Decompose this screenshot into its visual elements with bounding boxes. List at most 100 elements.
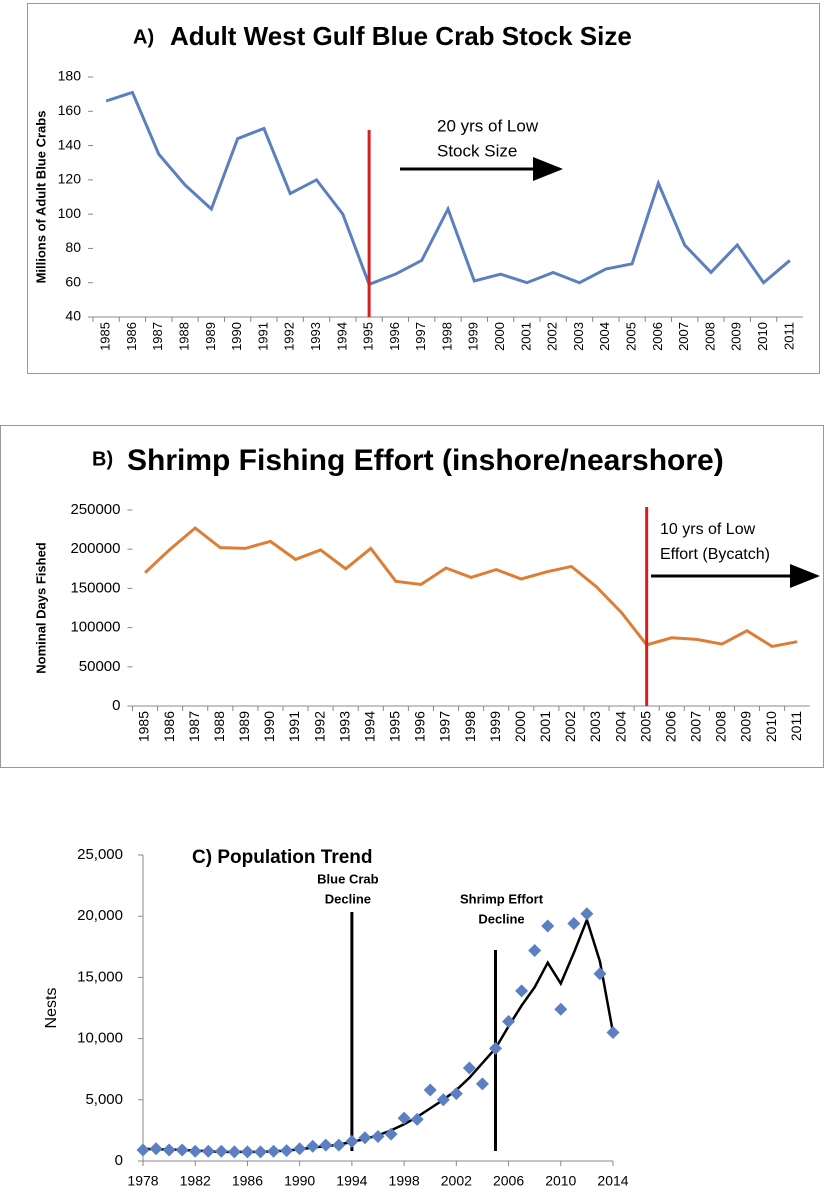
x-tick-label: 1989 [236,711,252,742]
data-point [489,1041,502,1055]
x-tick-label: 1994 [336,1173,367,1189]
data-point [136,1143,150,1157]
x-tick-label: 1995 [387,711,403,742]
data-point [475,1077,489,1091]
x-tick-label: 2006 [493,1173,524,1189]
x-tick-label: 2002 [441,1173,472,1189]
x-tick-label: 1990 [284,1173,315,1189]
x-tick-label: 1989 [203,322,218,351]
chart-title: Shrimp Fishing Effort (inshore/nearshore… [127,444,724,477]
x-tick-label: 1982 [180,1173,211,1189]
x-tick-label: 1986 [161,711,177,742]
y-tick-label: 180 [58,68,82,84]
x-tick-label: 2007 [688,711,704,742]
x-tick-label: 1986 [232,1173,263,1189]
y-tick-label: 5,000 [85,1091,123,1108]
data-point [371,1130,385,1144]
x-tick-label: 2000 [492,322,507,351]
chart-title: Adult West Gulf Blue Crab Stock Size [170,21,632,51]
panel-b-frame [0,425,824,768]
data-point [227,1145,241,1159]
x-tick-label: 1986 [124,322,139,351]
x-tick-label: 1988 [176,322,191,351]
x-tick-label: 2004 [597,322,612,351]
event-label: Shrimp Effort [460,891,544,906]
x-tick-label: 1987 [150,322,165,351]
data-point [214,1144,228,1158]
x-tick-label: 1993 [336,711,352,742]
x-tick-label: 1978 [127,1173,158,1189]
x-tick-label: 1994 [334,322,349,351]
y-tick-label: 0 [115,1152,123,1169]
x-tick-label: 1992 [311,711,327,742]
y-tick-label: 100000 [70,619,120,636]
data-point [201,1144,215,1158]
annotation: 10 yrs of Low [660,521,756,538]
x-tick-label: 1990 [261,711,277,742]
data-point [502,1014,516,1028]
x-tick-label: 1997 [437,711,453,742]
data-point [162,1143,176,1157]
data-point [554,1002,568,1016]
data-point [449,1087,463,1101]
x-tick-label: 2006 [650,322,665,351]
data-point [332,1138,346,1152]
y-tick-label: 250000 [70,501,120,518]
x-tick-label: 2000 [512,711,528,742]
x-tick-label: 2010 [755,322,770,351]
y-tick-label: 140 [58,136,82,152]
annotation: Stock Size [437,141,517,160]
annotation: 20 yrs of Low [437,116,539,135]
x-tick-label: 2001 [518,322,533,351]
trend-line [142,916,615,1154]
data-line [144,526,798,648]
x-tick-label: 2010 [545,1173,576,1189]
y-tick-label: 50000 [79,658,121,675]
title-label: B) [92,448,113,470]
x-tick-label: 1996 [387,322,402,351]
data-point [254,1145,267,1159]
x-tick-label: 2005 [624,322,639,351]
data-point [345,1134,359,1148]
x-tick-label: 2002 [562,711,578,742]
data-point [541,919,555,933]
data-point [267,1144,281,1158]
event-label: Decline [325,891,371,906]
x-tick-label: 1999 [466,322,481,351]
data-point [593,967,607,981]
y-tick-label: 40 [65,308,81,324]
y-tick-label: 25,000 [77,846,123,863]
data-point [436,1093,450,1107]
x-tick-label: 2011 [781,322,796,350]
panel-a-frame [27,3,820,374]
x-tick-label: 1987 [186,711,202,742]
y-tick-label: 100 [58,205,82,221]
x-tick-label: 2005 [637,711,653,742]
x-tick-label: 1991 [286,711,302,742]
data-point [240,1145,254,1159]
data-line [105,90,791,287]
x-tick-label: 2014 [597,1173,628,1189]
data-point [358,1131,372,1145]
data-point [280,1144,294,1158]
x-tick-label: 2008 [713,711,729,742]
x-tick-label: 1998 [462,711,478,742]
y-tick-label: 0 [112,697,120,714]
x-tick-label: 2001 [537,711,553,742]
data-point [410,1112,424,1126]
x-tick-label: 2009 [729,322,744,351]
y-tick-label: 120 [58,171,82,187]
x-tick-label: 1998 [439,322,454,351]
data-point [175,1143,189,1157]
x-tick-label: 2009 [738,711,754,742]
y-axis-label: Millions of Adult Blue Crabs [33,111,48,284]
x-tick-label: 1994 [361,711,377,742]
x-tick-label: 1992 [282,322,297,351]
y-tick-label: 60 [65,273,81,289]
data-point [567,917,581,931]
data-point [293,1142,307,1156]
data-point [423,1083,437,1097]
x-tick-label: 1991 [255,322,270,351]
x-tick-label: 2011 [788,711,804,741]
